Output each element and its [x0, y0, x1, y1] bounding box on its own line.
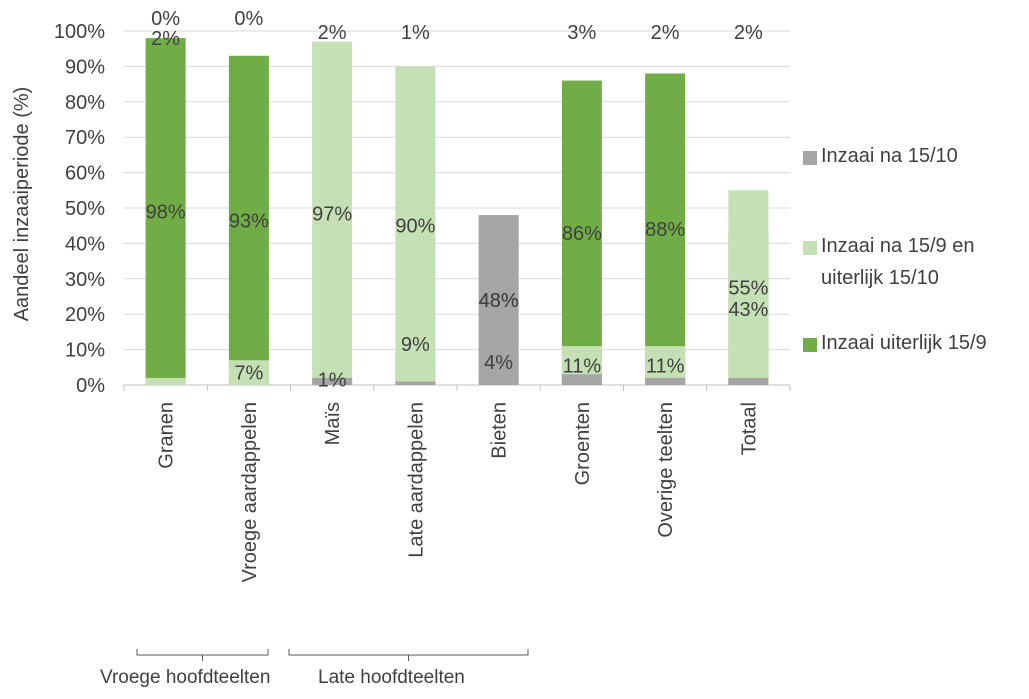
data-labels: 98%2%0%93%7%0%1%97%2%9%90%1%4%48%48%86%1…	[146, 8, 769, 391]
y-tick-label: 60%	[65, 163, 105, 185]
bar-segment	[561, 80, 602, 385]
legend-item-mid: Inzaai na 15/9 en uiterlijk 15/10	[803, 235, 1026, 294]
legend-label-early: Inzaai uiterlijk 15/9	[821, 332, 987, 354]
y-tick-label: 80%	[65, 92, 105, 114]
data-label: 93%	[229, 210, 269, 232]
bar-segment	[645, 377, 686, 385]
x-tick-label: Granen	[156, 402, 178, 469]
x-axis-ticks: Granen Vroege aardappelen Maïs Late aardapp…	[123, 385, 791, 583]
data-label: 11%	[646, 356, 685, 378]
data-label: 2%	[318, 22, 347, 44]
data-label: 55%	[728, 278, 768, 300]
y-tick-label: 40%	[65, 233, 105, 255]
group-bracket	[288, 649, 529, 661]
data-label: 0%	[151, 8, 180, 30]
data-label: 86%	[562, 223, 602, 245]
group-brackets	[136, 649, 529, 661]
legend-item-early: Inzaai uiterlijk 15/9	[803, 332, 1026, 359]
y-tick-label: 70%	[65, 127, 105, 149]
data-label: 2%	[734, 22, 763, 44]
legend: Inzaai na 15/10 Inzaai na 15/9 en uiterl…	[803, 0, 1029, 699]
x-tick-label: Totaal	[738, 402, 760, 455]
x-tick-label: Maïs	[322, 402, 344, 445]
data-label: 1%	[401, 22, 430, 44]
bar-segment	[312, 377, 353, 385]
gridlines	[124, 30, 790, 386]
bar-segment	[228, 360, 269, 385]
data-label: 43%	[728, 299, 768, 321]
bar-segment	[395, 66, 436, 386]
data-label: 7%	[234, 363, 263, 385]
y-tick-label: 0%	[76, 375, 105, 397]
y-tick-label: 30%	[65, 269, 105, 291]
y-tick-label: 50%	[65, 198, 105, 220]
data-label: 90%	[395, 216, 435, 238]
legend-label-late: Inzaai na 15/10	[821, 145, 958, 167]
legend-swatch-mid	[803, 241, 817, 255]
x-tick-label: Late aardappelen	[405, 402, 427, 558]
data-label: 2%	[651, 22, 680, 44]
legend-item-late: Inzaai na 15/10	[803, 145, 1026, 172]
data-label: 1%	[318, 369, 347, 391]
y-axis-label: Aandeel inzaaiperiode (%)	[11, 87, 33, 322]
x-tick-label: Overige teelten	[655, 402, 677, 538]
x-tick-label: Vroege aardappelen	[239, 402, 261, 583]
legend-swatch-early	[803, 338, 817, 352]
data-label: 48%	[479, 290, 519, 312]
y-tick-label: 100%	[54, 21, 105, 43]
x-tick-label: Bieten	[489, 402, 511, 459]
data-label: 0%	[234, 8, 263, 30]
bar-segment	[145, 38, 186, 386]
data-label: 9%	[401, 334, 430, 356]
bars	[145, 38, 769, 386]
bar-segment	[645, 73, 686, 385]
bar-segment	[728, 190, 769, 385]
group-bracket	[136, 649, 269, 661]
bar-segment	[561, 374, 602, 385]
legend-swatch-late	[803, 151, 817, 165]
bar-segment	[312, 41, 353, 386]
bar-segment	[228, 55, 269, 385]
group-label-vroege: Vroege hoofdteelten	[100, 667, 271, 688]
bar-segment	[728, 377, 769, 385]
data-label: 98%	[146, 202, 186, 224]
bar-segment	[478, 215, 519, 385]
data-label: 2%	[151, 28, 180, 50]
legend-label-mid: Inzaai na 15/9 en uiterlijk 15/10	[821, 235, 975, 289]
group-label-late: Late hoofdteelten	[318, 667, 465, 688]
bar-segment	[145, 377, 186, 385]
data-label: 88%	[645, 219, 685, 241]
y-axis-ticks: 0% 10% 20% 30% 40% 50% 60% 70% 80% 90% 100%	[54, 21, 105, 397]
data-label: 4%	[484, 352, 513, 374]
data-label: 11%	[563, 356, 602, 378]
y-tick-label: 90%	[65, 56, 105, 78]
data-label: 3%	[567, 22, 596, 44]
x-tick-label: Groenten	[572, 402, 594, 485]
data-label: 48%	[479, 290, 519, 312]
data-label: 97%	[312, 203, 352, 225]
y-tick-label: 10%	[65, 340, 105, 362]
y-tick-label: 20%	[65, 304, 105, 326]
bar-segment	[395, 381, 436, 385]
